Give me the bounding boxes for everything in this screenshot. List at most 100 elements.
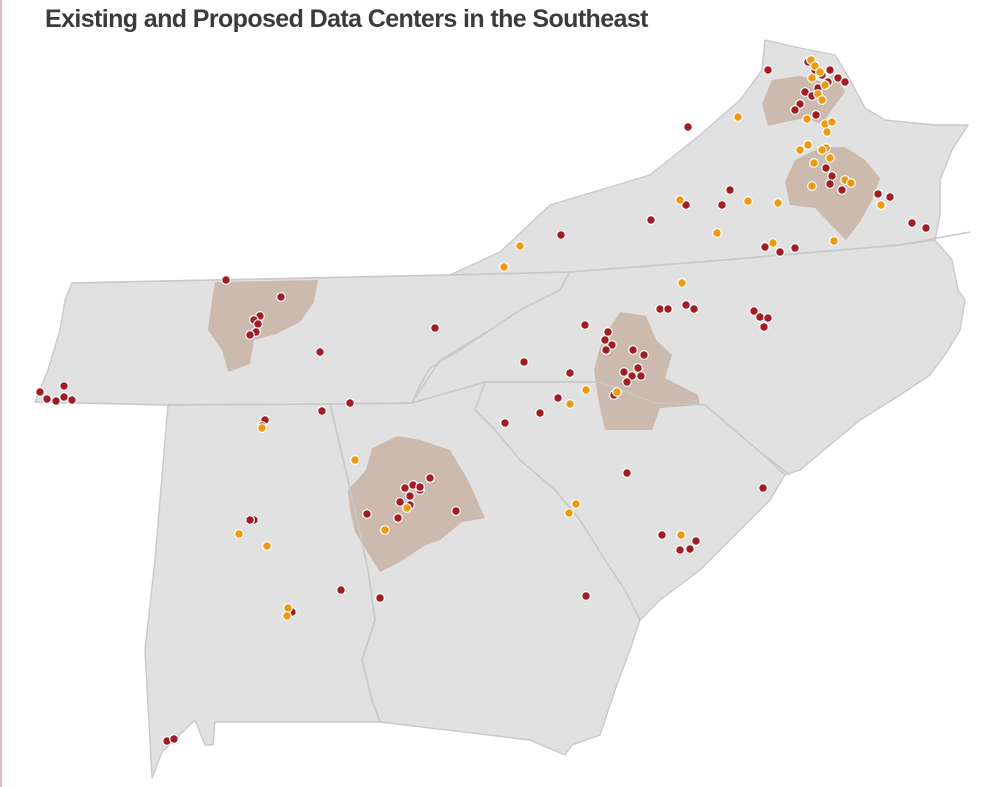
existing-data-center-marker [430,323,440,333]
existing-data-center-marker [317,406,327,416]
existing-data-center-marker [683,122,693,132]
existing-data-center-marker [580,320,590,330]
existing-data-center-marker [759,322,769,332]
proposed-data-center-marker [795,145,805,155]
proposed-data-center-marker [564,508,574,518]
existing-data-center-marker [600,335,610,345]
existing-data-center-marker [581,591,591,601]
proposed-data-center-marker [817,145,827,155]
existing-data-center-marker [907,218,917,228]
existing-data-center-marker [59,392,69,402]
existing-data-center-marker [345,398,355,408]
state-virginia [449,39,969,276]
proposed-data-center-marker [675,195,685,205]
proposed-data-center-marker [820,80,830,90]
existing-data-center-marker [628,345,638,355]
proposed-data-center-marker [733,112,743,122]
existing-data-center-marker [657,530,667,540]
existing-data-center-marker [565,368,575,378]
proposed-data-center-marker [581,385,591,395]
existing-data-center-marker [500,418,510,428]
existing-data-center-marker [276,292,286,302]
existing-data-center-marker [825,179,835,189]
existing-data-center-marker [51,396,61,406]
state-north-carolina [411,239,966,476]
existing-data-center-marker [636,371,646,381]
proposed-data-center-marker [809,158,819,168]
existing-data-center-marker [400,483,410,493]
proposed-data-center-marker [803,140,813,150]
existing-data-center-marker [725,185,735,195]
proposed-data-center-marker [807,181,817,191]
proposed-data-center-marker [768,238,778,248]
existing-data-center-marker [873,189,883,199]
metro-area-charlotte [594,312,700,430]
existing-data-center-marker [758,483,768,493]
existing-data-center-marker [821,163,831,173]
existing-data-center-marker [59,381,69,391]
state-border-al-ga [329,403,381,723]
proposed-data-center-marker [802,114,812,124]
metro-area-atlanta [348,436,485,572]
proposed-data-center-marker [565,399,575,409]
existing-data-center-marker [519,357,529,367]
existing-data-center-marker [556,230,566,240]
existing-data-center-marker [67,395,77,405]
proposed-data-center-marker [571,499,581,509]
data-centers-layer [35,55,931,746]
existing-data-center-marker [639,350,649,360]
existing-data-center-marker [42,394,52,404]
existing-data-center-marker [655,304,665,314]
existing-data-center-marker [663,304,673,314]
existing-data-center-marker [921,223,931,233]
existing-data-center-marker [763,65,773,75]
proposed-data-center-marker [499,262,509,272]
proposed-data-center-marker [846,178,856,188]
proposed-data-center-marker [283,603,293,613]
existing-data-center-marker [425,473,435,483]
existing-data-center-marker [811,110,821,120]
existing-data-center-marker [825,65,835,75]
existing-data-center-marker [619,367,629,377]
existing-data-center-marker [633,363,643,373]
proposed-data-center-marker [815,67,825,77]
existing-data-center-marker [405,491,415,501]
existing-data-center-marker [336,585,346,595]
proposed-data-center-marker [257,423,267,433]
metro-area-richmond [785,147,880,240]
proposed-data-center-marker [817,95,827,105]
existing-data-center-marker [362,509,372,519]
state-borders-layer [34,231,971,723]
proposed-data-center-marker [807,73,817,83]
existing-data-center-marker [685,544,695,554]
existing-data-center-marker [675,545,685,555]
existing-data-center-marker [691,536,701,546]
proposed-data-center-marker [350,455,360,465]
existing-data-center-marker [169,734,179,744]
proposed-data-center-marker [234,529,244,539]
metro-areas-layer [208,74,880,572]
existing-data-center-marker [315,347,325,357]
proposed-data-center-marker [402,503,412,513]
existing-data-center-marker [415,482,425,492]
existing-data-center-marker [601,345,611,355]
existing-data-center-marker [790,105,800,115]
existing-data-center-marker [840,77,850,87]
existing-data-center-marker [393,513,403,523]
existing-data-center-marker [755,312,765,322]
existing-data-center-marker [885,192,895,202]
state-border-ga-sc [474,381,641,621]
existing-data-center-marker [681,300,691,310]
existing-data-center-marker [717,200,727,210]
existing-data-center-marker [763,313,773,323]
proposed-data-center-marker [829,236,839,246]
existing-data-center-marker [837,185,847,195]
existing-data-center-marker [221,275,231,285]
proposed-data-center-marker [282,611,292,621]
existing-data-center-marker [775,247,785,257]
proposed-data-center-marker [773,198,783,208]
existing-data-center-marker [622,377,632,387]
existing-data-center-marker [375,593,385,603]
proposed-data-center-marker [380,525,390,535]
